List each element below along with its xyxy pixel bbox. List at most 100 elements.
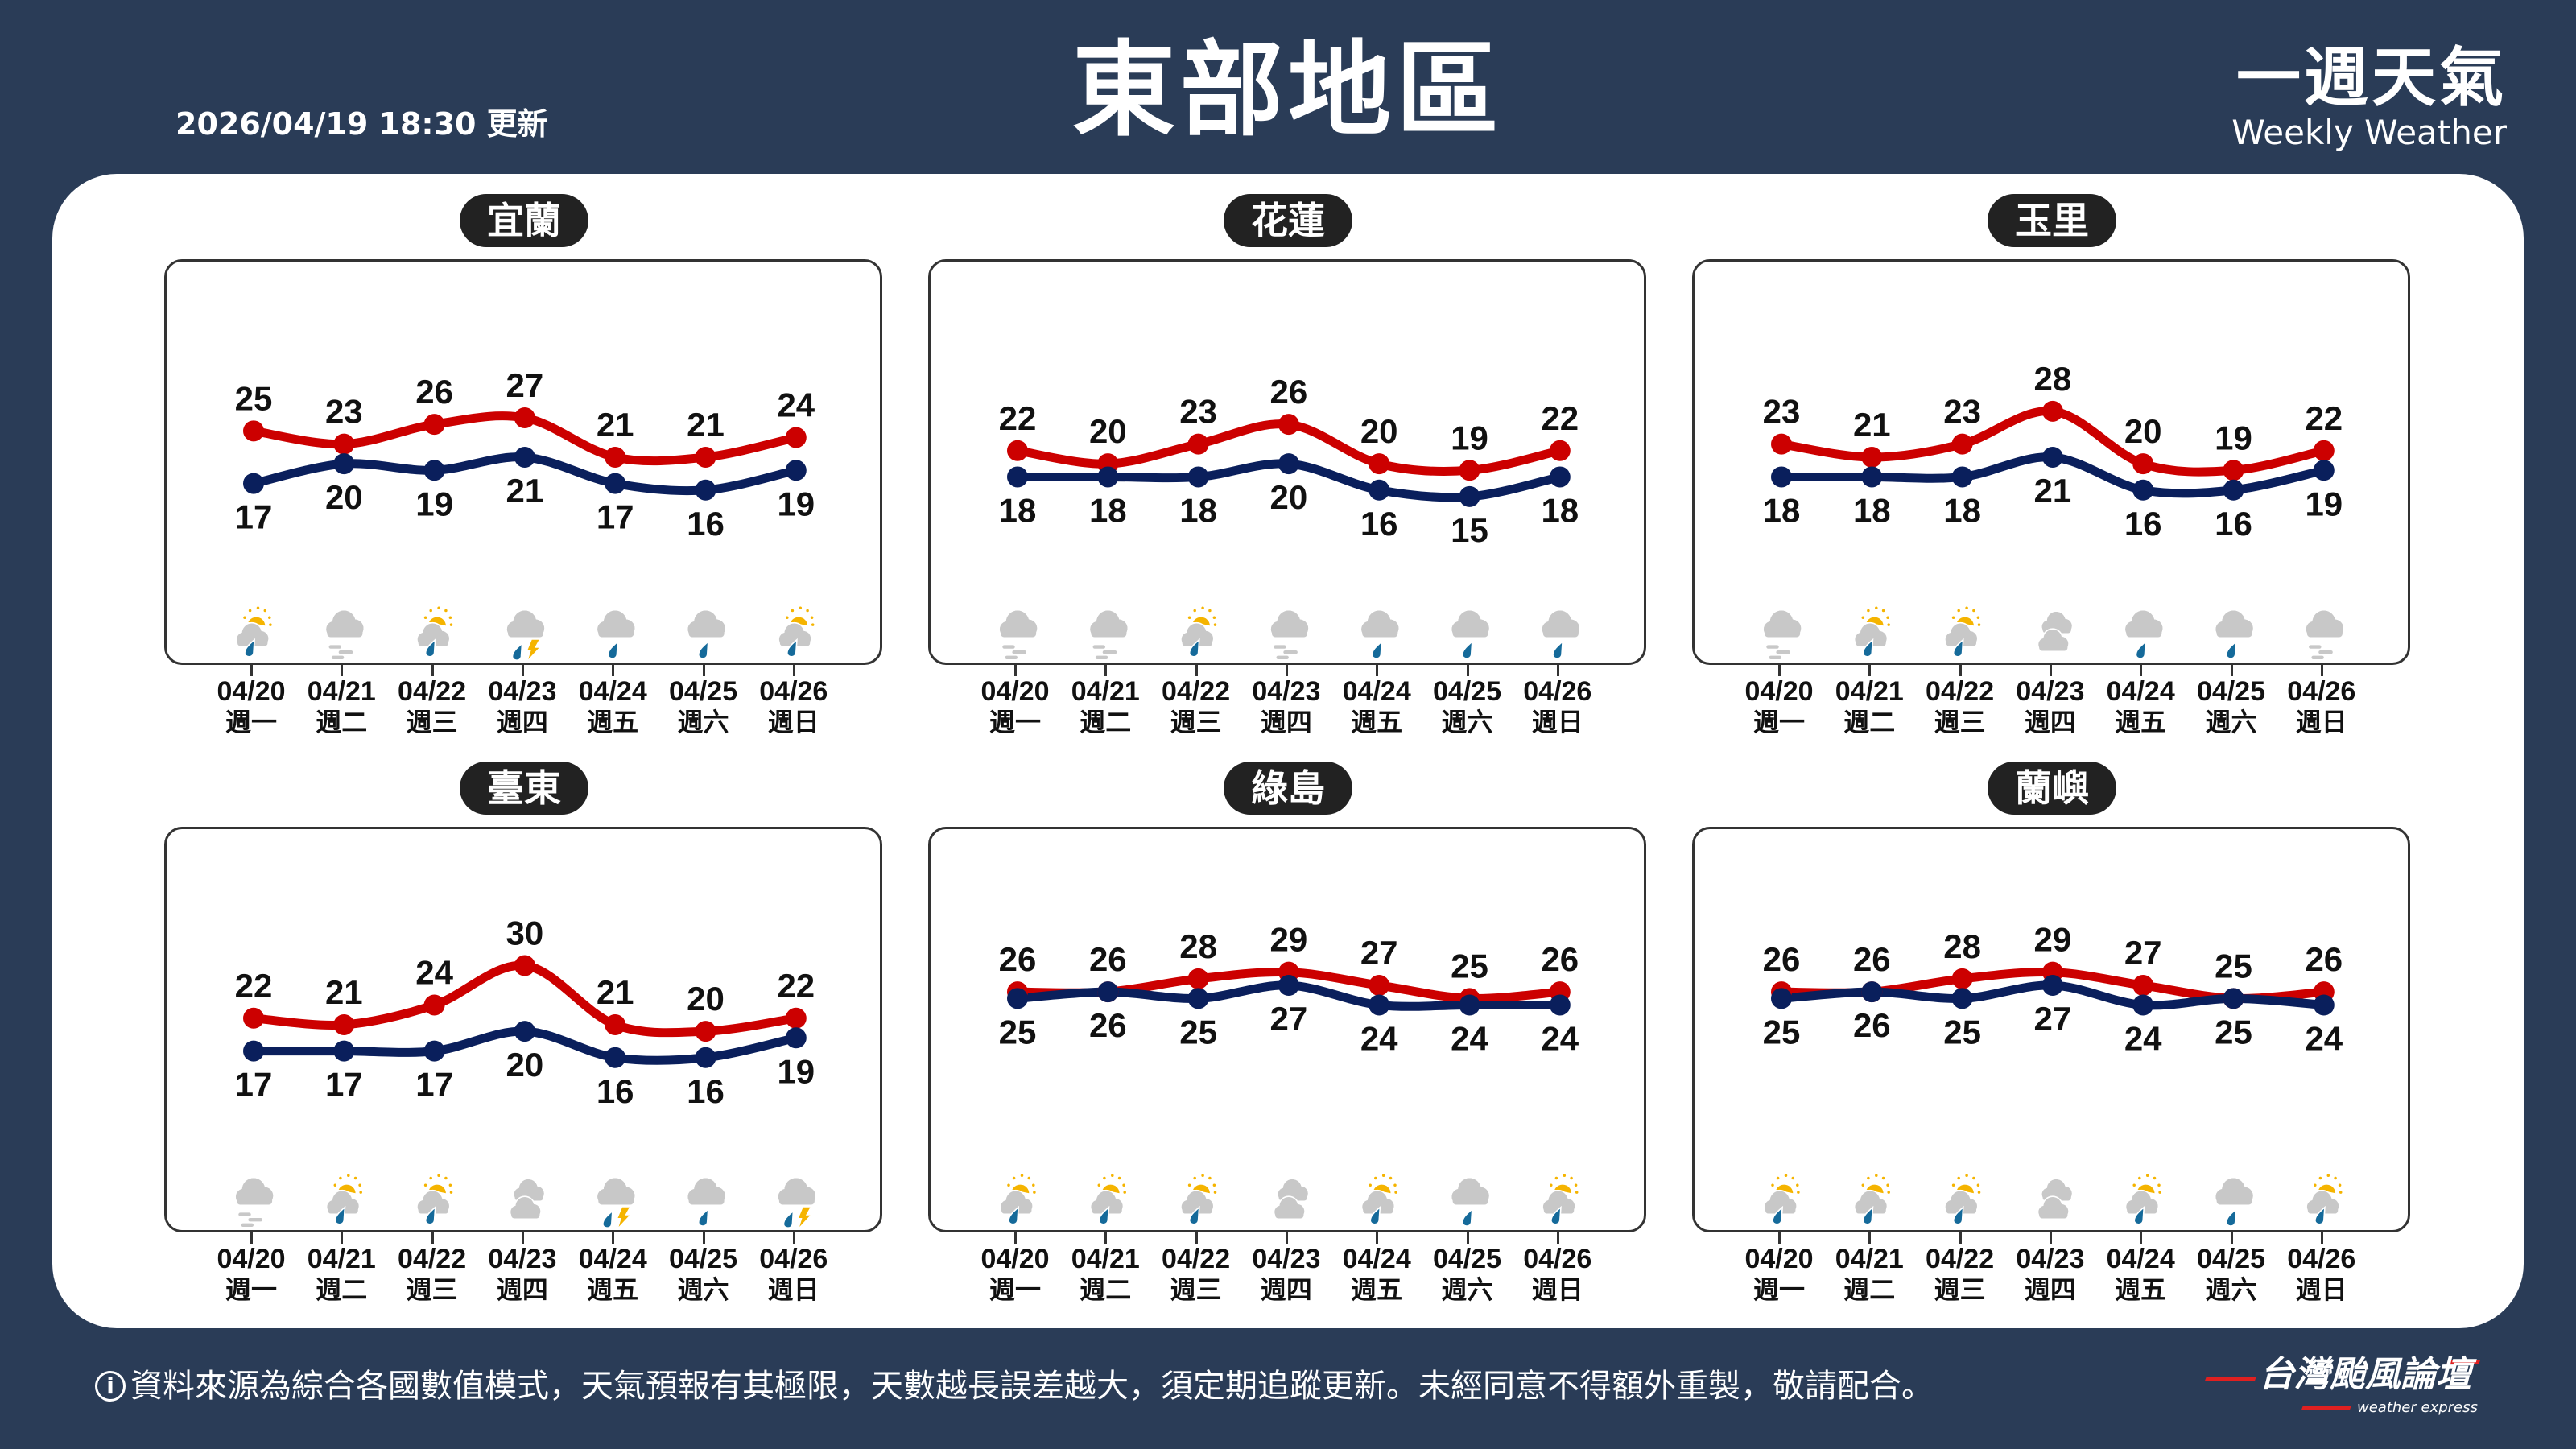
day-label: 04/26 週日: [1517, 1244, 1598, 1305]
low-temp-point: [423, 1040, 445, 1062]
day-label: 04/21 週二: [1829, 676, 1909, 737]
day-label: 04/26 週日: [753, 1244, 834, 1305]
low-temp-point: [1187, 466, 1209, 488]
low-temp-point: [1951, 988, 1973, 1009]
axis-tick: [1285, 665, 1288, 676]
axis-tick: [1195, 1232, 1198, 1244]
date-label: 04/21: [307, 1244, 376, 1274]
low-temp-label: 17: [415, 1066, 453, 1104]
temperature-chart: 25 23 26 27 21 21 24 17 20 19 21 17 16 19: [235, 366, 815, 662]
weekday-label: 週一: [989, 1274, 1041, 1305]
low-temp-label: 24: [1360, 1019, 1398, 1057]
day-label: 04/22 週三: [392, 1244, 473, 1305]
low-temp-point: [1459, 485, 1480, 507]
high-temp-point: [2223, 460, 2244, 481]
high-temp-label: 22: [999, 399, 1037, 437]
high-temp-label: 24: [777, 386, 815, 423]
low-temp-point: [1097, 466, 1119, 488]
weekday-label: 週日: [1531, 707, 1583, 737]
weekday-label: 週二: [1080, 1274, 1132, 1305]
day-label: 04/20 週一: [1739, 1244, 1819, 1305]
date-label: 04/22: [398, 1244, 467, 1274]
low-temp-label: 25: [2215, 1013, 2252, 1051]
low-temp-label: 16: [687, 1072, 724, 1110]
date-label: 04/24: [2106, 676, 2175, 707]
high-temp-point: [1951, 433, 1973, 455]
high-temp-label: 25: [1451, 947, 1488, 985]
high-temp-point: [605, 446, 626, 468]
showers-sun-icon: [1853, 1174, 1890, 1225]
weekday-label: 週五: [2115, 1274, 2167, 1305]
low-temp-label: 24: [2124, 1019, 2162, 1057]
date-label: 04/24: [578, 1244, 647, 1274]
location-label: 宜蘭: [460, 194, 588, 247]
low-temp-label: 18: [1763, 491, 1801, 529]
low-temp-label: 16: [1360, 505, 1398, 543]
rain-icon: [1361, 610, 1399, 659]
low-temp-point: [243, 1040, 264, 1062]
high-temp-point: [2313, 440, 2334, 461]
rain-icon: [687, 1178, 725, 1227]
low-temp-point: [1459, 994, 1480, 1016]
low-temp-label: 17: [235, 1066, 273, 1104]
low-temp-label: 18: [999, 491, 1037, 529]
high-temp-label: 28: [1179, 927, 1217, 965]
high-temp-label: 21: [1853, 406, 1891, 444]
high-temp-point: [1459, 460, 1480, 481]
disclaimer-text: 資料來源為綜合各國數值模式，天氣預報有其極限，天數越長誤差越大，須定期追蹤更新。…: [130, 1368, 1934, 1405]
weekday-label: 週二: [316, 707, 368, 737]
high-temp-point: [1187, 968, 1209, 989]
showers-sun-icon: [778, 606, 815, 658]
axis-tick: [1959, 1232, 1962, 1244]
weekday-label: 週二: [1080, 707, 1132, 737]
low-temp-label: 17: [235, 498, 273, 536]
date-label: 04/22: [1162, 676, 1231, 707]
showers-sun-icon: [235, 606, 272, 658]
rain-icon: [2125, 610, 2163, 659]
low-temp-label: 26: [1089, 1006, 1127, 1044]
high-temp-point: [1549, 440, 1571, 461]
weekday-label: 週六: [1441, 707, 1493, 737]
axis-tick: [2140, 1232, 2143, 1244]
weekday-label: 週五: [2115, 707, 2167, 737]
high-temp-label: 21: [597, 406, 634, 444]
high-temp-point: [1007, 440, 1028, 461]
fog-icon: [1090, 610, 1128, 659]
low-temp-label: 19: [2305, 485, 2343, 522]
date-label: 04/21: [1835, 1244, 1904, 1274]
high-temp-label: 26: [415, 373, 453, 411]
high-temp-label: 23: [1943, 393, 1981, 431]
day-label: 04/23 週四: [2010, 676, 2091, 737]
low-temp-point: [1368, 479, 1390, 501]
low-temp-point: [1549, 994, 1571, 1016]
day-label: 04/22 週三: [392, 676, 473, 737]
weekday-label: 週日: [1531, 1274, 1583, 1305]
date-label: 04/21: [1071, 676, 1140, 707]
rain-icon: [597, 610, 635, 659]
low-temp-label: 16: [2124, 505, 2162, 543]
weekday-label: 週四: [1260, 1274, 1312, 1305]
day-label: 04/23 週四: [482, 676, 563, 737]
axis-tick: [1104, 665, 1108, 676]
low-temp-point: [2313, 994, 2334, 1016]
cloudy-icon: [2037, 1179, 2072, 1220]
date-label: 04/23: [1252, 676, 1321, 707]
high-temp-label: 27: [506, 366, 544, 404]
low-temp-label: 25: [1943, 1013, 1981, 1051]
forecast-panel: 26 26 28 29 27 25 26 25 26 25 27 24 24 24: [928, 827, 1646, 1232]
low-temp-point: [1007, 466, 1028, 488]
low-temp-point: [1951, 466, 1973, 488]
logo-stripe: [2205, 1377, 2256, 1381]
high-temp-point: [423, 414, 445, 436]
axis-tick: [431, 665, 434, 676]
high-temp-label: 30: [506, 914, 544, 952]
low-temp-point: [695, 1046, 716, 1068]
temperature-chart: 22 20 23 26 20 19 22 18 18 18 20 16 15 18: [999, 373, 1579, 659]
low-temp-point: [1097, 981, 1119, 1003]
location-label: 花蓮: [1224, 194, 1352, 247]
location-label: 綠島: [1224, 762, 1352, 815]
high-temp-point: [514, 955, 535, 976]
low-temp-label: 27: [1270, 1000, 1308, 1038]
axis-tick: [702, 665, 705, 676]
day-label: 04/25 週六: [663, 1244, 744, 1305]
